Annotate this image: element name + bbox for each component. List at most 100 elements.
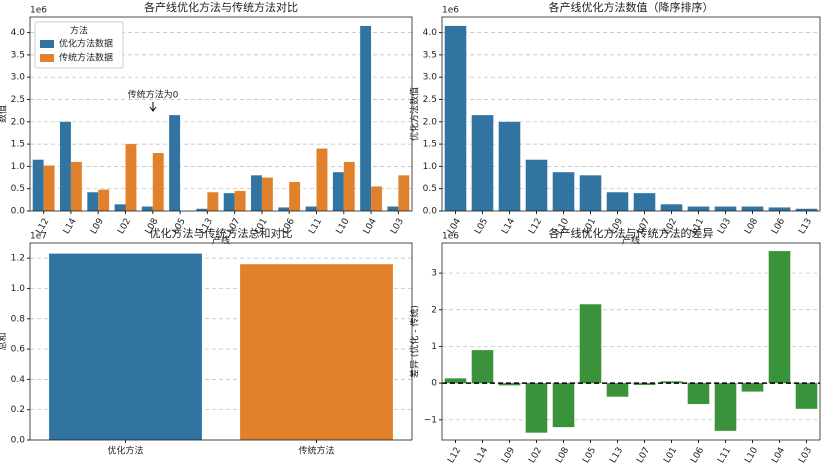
bar (552, 383, 575, 428)
x-tick-label: L02 (116, 217, 133, 236)
x-tick-label: L14 (500, 217, 517, 236)
bar (714, 206, 737, 211)
x-tick-label: L01 (662, 446, 679, 464)
bar (251, 175, 262, 211)
y-offset-label: 1e7 (30, 232, 47, 242)
legend-swatch (40, 40, 54, 48)
bar (70, 161, 82, 211)
bar (278, 207, 290, 211)
bar (87, 192, 99, 211)
axes-frame (29, 242, 413, 441)
y-tick-label: 0.2 (11, 405, 25, 415)
y-tick-label: 4.0 (11, 28, 26, 38)
bar (207, 192, 219, 211)
chart-title: 各产线优化方法与传统方法的差异 (549, 226, 714, 240)
x-axis-label: 产线 (622, 235, 640, 247)
legend-title: 方法 (70, 25, 88, 37)
bar (498, 121, 521, 211)
legend-label: 传统方法数据 (59, 52, 113, 64)
y-tick-label: 2.5 (423, 95, 437, 105)
y-tick-label: 0.0 (11, 207, 26, 217)
bar (32, 159, 44, 211)
y-tick-label: 1.0 (11, 284, 26, 294)
y-tick-label: 1.2 (11, 254, 25, 264)
y-tick-label: 0 (431, 379, 437, 389)
y-tick-label: 0.8 (11, 314, 26, 324)
y-axis-label: 数值 (0, 105, 9, 123)
annotation-arrow (149, 102, 157, 112)
bar (633, 383, 656, 385)
bar (169, 115, 181, 211)
x-tick-label: L03 (797, 446, 814, 464)
y-tick-label: 0.0 (423, 207, 438, 217)
bar (98, 189, 110, 211)
x-tick-label: L06 (689, 446, 706, 464)
annotation: 传统方法为0 (128, 89, 179, 101)
x-tick-label: L09 (500, 446, 517, 464)
x-tick-label: L06 (770, 217, 787, 236)
bar (343, 161, 355, 211)
chart-title: 各产线优化方法与传统方法对比 (144, 0, 298, 14)
bar (606, 192, 629, 211)
legend-label: 优化方法数据 (59, 38, 113, 50)
y-offset-label: 1e6 (30, 6, 47, 16)
y-axis-label: 总和 (0, 332, 9, 350)
y-tick-label: 3 (431, 269, 437, 279)
y-tick-label: 1.0 (11, 162, 26, 172)
x-tick-label: L03 (389, 217, 406, 236)
y-tick-label: 0.5 (11, 184, 25, 194)
bar (240, 264, 393, 440)
axes-frame (29, 16, 413, 212)
y-tick-label: 2.0 (11, 117, 26, 127)
x-tick-label: L12 (446, 446, 463, 464)
bar (43, 165, 55, 211)
x-tick-label: L13 (608, 446, 625, 464)
x-tick-label: L04 (362, 217, 379, 236)
x-tick-label: 传统方法 (298, 445, 334, 457)
x-tick-label: L05 (473, 217, 490, 236)
bar (387, 206, 399, 211)
bar (687, 383, 710, 405)
x-tick-label: L09 (89, 217, 106, 236)
bar (234, 190, 246, 211)
x-tick-label: L03 (716, 217, 733, 236)
bar (444, 378, 467, 384)
bar (552, 172, 575, 211)
y-tick-label: 3.5 (11, 50, 25, 60)
bar (332, 172, 344, 211)
bar (714, 383, 737, 431)
bar (660, 381, 683, 384)
bar (114, 204, 126, 211)
x-tick-label: L07 (635, 446, 652, 464)
bar (371, 186, 382, 211)
x-tick-label: L12 (527, 217, 544, 236)
y-tick-label: 4.0 (423, 28, 438, 38)
legend-box (34, 21, 124, 69)
y-tick-label: 2.0 (423, 117, 438, 127)
bar (687, 206, 710, 211)
bar (795, 208, 818, 211)
x-tick-label: L11 (716, 446, 733, 464)
bar (579, 304, 602, 384)
y-tick-label: 3.0 (423, 73, 438, 83)
bar (152, 153, 164, 211)
bar (525, 159, 548, 211)
y-tick-label: 1.0 (423, 162, 438, 172)
x-tick-label: L02 (527, 446, 544, 464)
x-tick-label: L10 (743, 446, 760, 464)
y-tick-label: 1.5 (423, 140, 437, 150)
axes-frame (441, 242, 821, 441)
bar (305, 206, 317, 211)
bar (444, 25, 467, 211)
bar (289, 182, 301, 211)
y-tick-label: −1 (424, 415, 437, 425)
y-tick-label: 1 (431, 342, 437, 352)
bar (768, 207, 791, 211)
bar (660, 204, 683, 211)
y-tick-label: 0.6 (11, 345, 26, 355)
y-tick-label: 1.5 (11, 140, 25, 150)
x-tick-label: L11 (307, 217, 324, 236)
bar (49, 253, 202, 440)
bar (795, 383, 818, 409)
bar (141, 206, 153, 211)
